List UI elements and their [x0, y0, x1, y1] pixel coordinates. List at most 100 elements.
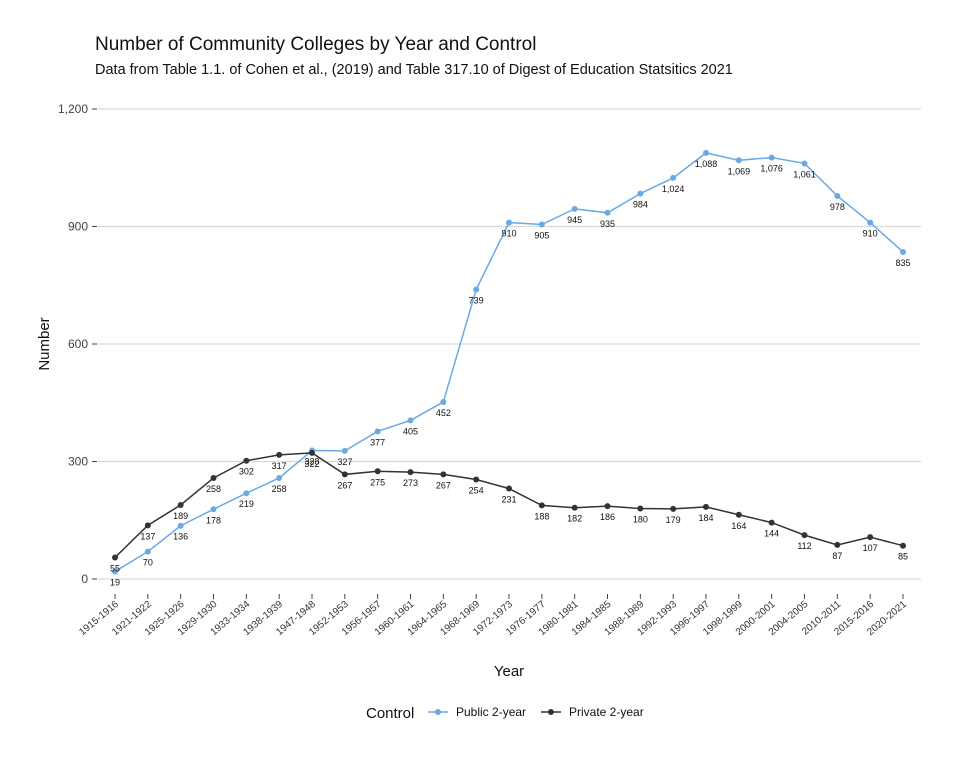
legend-item: Public 2-year [428, 705, 526, 719]
data-label: 1,069 [728, 166, 751, 176]
data-label: 452 [436, 408, 451, 418]
data-label: 945 [567, 215, 582, 225]
legend-label: Private 2-year [569, 705, 644, 719]
data-point [637, 505, 644, 512]
data-label: 182 [567, 514, 582, 524]
data-label: 144 [764, 529, 779, 539]
data-label: 835 [895, 258, 910, 268]
data-point [571, 504, 578, 511]
data-label: 189 [173, 511, 188, 521]
data-point [407, 417, 414, 424]
data-label: 258 [206, 484, 221, 494]
data-label: 377 [370, 437, 385, 447]
data-label: 905 [534, 231, 549, 241]
data-point [177, 522, 184, 529]
data-label: 184 [698, 513, 713, 523]
data-label: 327 [337, 457, 352, 467]
data-point [735, 157, 742, 164]
series-public-2-year: 19 70 136 178 219 258 328 327 377 405 452 739 910 905… [110, 149, 911, 588]
data-point [900, 542, 906, 549]
data-point [703, 503, 709, 510]
data-label: 267 [436, 480, 451, 490]
data-point [801, 160, 808, 167]
data-point [407, 469, 414, 476]
legend-swatch-point [435, 709, 441, 715]
data-label: 302 [239, 467, 254, 477]
data-label: 1,076 [760, 164, 783, 174]
legend-swatch-point [548, 709, 554, 715]
y-tick-label: 1,200 [58, 102, 88, 116]
y-axis-ticks: 0 300 600 900 1,200 [58, 102, 97, 586]
data-point [670, 505, 677, 512]
data-point [867, 219, 874, 226]
data-label: 186 [600, 512, 615, 522]
data-point [341, 447, 348, 454]
data-label: 87 [832, 551, 842, 561]
data-point [177, 501, 184, 508]
data-point [374, 428, 381, 435]
data-point [506, 485, 512, 492]
chart-subtitle: Data from Table 1.1. of Cohen et al., (2… [95, 62, 733, 78]
data-point [112, 554, 118, 561]
data-point [276, 474, 283, 481]
y-axis-title: Number [36, 317, 53, 370]
data-point [571, 205, 578, 212]
data-label: 55 [110, 563, 120, 573]
data-label: 910 [501, 229, 516, 239]
legend-item: Private 2-year [541, 705, 644, 719]
y-tick-label: 900 [68, 220, 88, 234]
data-point [834, 192, 841, 199]
series-line [114, 152, 904, 573]
data-label: 739 [469, 296, 484, 306]
data-point [538, 502, 545, 509]
data-label: 317 [272, 461, 287, 471]
y-tick-label: 300 [68, 455, 88, 469]
data-label: 85 [898, 552, 908, 562]
data-point [309, 449, 315, 456]
series-line [114, 452, 904, 558]
series-private-2-year: 55 137 189 258 302 317 322 267 275 273 267 254 231 18… [110, 449, 908, 573]
data-label: 267 [337, 480, 352, 490]
data-label: 258 [272, 484, 287, 494]
data-point [735, 511, 742, 518]
data-label: 164 [731, 521, 746, 531]
y-tick-label: 600 [68, 337, 88, 351]
data-point [670, 174, 677, 181]
data-point [834, 541, 841, 548]
data-point [440, 471, 447, 478]
data-point [867, 534, 874, 541]
data-label: 910 [863, 229, 878, 239]
data-label: 112 [797, 541, 811, 551]
data-label: 978 [830, 202, 845, 212]
data-point [768, 154, 775, 161]
data-point [473, 286, 480, 293]
data-label: 180 [633, 515, 648, 525]
data-point [604, 209, 611, 216]
data-point [801, 532, 808, 539]
x-axis-ticks: 1915-19161921-19221925-19261929-19301933… [77, 594, 909, 638]
data-label: 231 [501, 495, 516, 505]
data-point [144, 522, 151, 529]
data-label: 1,061 [793, 169, 816, 179]
data-label: 984 [633, 200, 648, 210]
data-label: 219 [239, 499, 254, 509]
data-point [538, 221, 545, 228]
data-point [210, 474, 217, 481]
data-point [210, 506, 217, 513]
data-label: 70 [143, 558, 153, 568]
gridlines [98, 108, 921, 580]
data-point [112, 568, 118, 575]
data-label: 179 [666, 515, 681, 525]
data-label: 275 [370, 477, 385, 487]
data-label: 136 [173, 532, 188, 542]
data-label: 178 [206, 515, 221, 525]
data-point [900, 248, 906, 255]
data-label: 188 [534, 511, 549, 521]
data-point [276, 451, 283, 458]
data-point [637, 190, 644, 197]
legend-title: Control [366, 705, 414, 722]
series-layer: 19 70 136 178 219 258 328 327 377 405 452 739 910 905… [110, 149, 911, 588]
data-point [243, 490, 250, 497]
legend: Control Public 2-year Private 2-year [366, 705, 644, 722]
data-point [341, 471, 348, 478]
